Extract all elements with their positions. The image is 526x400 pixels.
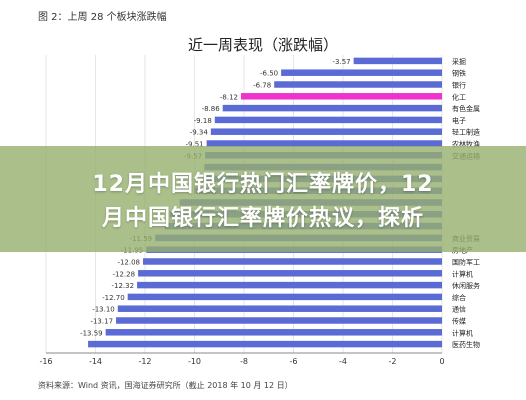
x-tick-label: -8 (240, 357, 248, 366)
bar (206, 140, 442, 147)
bar (214, 116, 442, 124)
value-label: -6.50 (260, 70, 278, 78)
bar (222, 104, 442, 112)
bar (88, 340, 442, 348)
category-label: 医药生物 (452, 340, 480, 349)
category-label: 计算机 (452, 269, 473, 278)
banner-overlay (0, 146, 526, 252)
value-label: -8.12 (220, 93, 238, 101)
x-tick-label: -2 (389, 357, 397, 366)
category-label: 传媒 (452, 317, 466, 326)
banner-line-2: 月中国银行汇率牌价热议，探析 (101, 206, 424, 231)
x-tick-labels-group: -16 -14 -12 -10 -8 -6 -4 -2 0 (39, 357, 444, 366)
x-tick-label: -12 (138, 357, 151, 366)
value-label: -13.10 (92, 306, 115, 314)
x-tick-label: -6 (290, 357, 298, 366)
value-label: -3.57 (333, 58, 351, 66)
bar (241, 93, 442, 100)
banner-line-1: 12月中国银行热门汇率牌价，12 (92, 172, 434, 197)
figure-caption: 图 2：上周 28 个板块涨跌幅 (38, 12, 167, 23)
category-label: 计算机 (452, 328, 473, 337)
category-label: 轻工制造 (452, 128, 480, 137)
bar (143, 258, 442, 265)
x-tick-label: -10 (188, 357, 201, 366)
bar (353, 57, 442, 65)
value-label: -13.17 (90, 318, 113, 326)
value-label: -8.86 (202, 105, 221, 113)
category-label: 农林牧渔 (452, 140, 480, 149)
category-label: 银行 (452, 81, 466, 90)
category-label: 化工 (452, 92, 466, 101)
source-note: 资料来源：Wind 资讯，国海证券研究所（截止 2018 年 10 月 12 日… (38, 381, 293, 390)
category-label: 国防军工 (452, 258, 480, 267)
value-label: -12.08 (117, 259, 140, 267)
category-label: 电子 (452, 116, 466, 125)
category-label: 通信 (452, 305, 466, 314)
bar (281, 69, 442, 76)
value-label: -12.28 (112, 270, 135, 278)
bar (137, 281, 442, 289)
value-label: -9.18 (194, 117, 212, 125)
x-tick-label: -14 (89, 357, 102, 366)
chart-title: 近一周表现（涨跌幅） (187, 36, 338, 54)
bar (116, 317, 442, 324)
category-label: 休闲服务 (452, 281, 480, 290)
value-label: -12.70 (102, 294, 125, 302)
x-tick-label: -16 (39, 357, 52, 366)
category-label: 综合 (452, 293, 466, 302)
value-label: -9.34 (190, 129, 209, 137)
banner-text: 12月中国银行热门汇率牌价，12 月中国银行汇率牌价热议，探析 (0, 168, 526, 236)
category-label: 有色金属 (452, 104, 480, 113)
bar (210, 128, 442, 135)
bar (138, 270, 442, 277)
bar (274, 81, 442, 88)
category-label: 采掘 (452, 57, 466, 66)
bar (105, 329, 443, 336)
value-label: -12.32 (112, 282, 135, 290)
x-tick-label: -4 (339, 357, 347, 366)
value-label: -13.59 (80, 329, 103, 337)
category-label: 钢铁 (452, 69, 466, 78)
bar (127, 293, 443, 301)
bar (117, 305, 443, 312)
x-tick-label: 0 (439, 357, 444, 366)
value-label: -9.51 (186, 141, 204, 149)
value-label: -6.78 (253, 82, 271, 90)
